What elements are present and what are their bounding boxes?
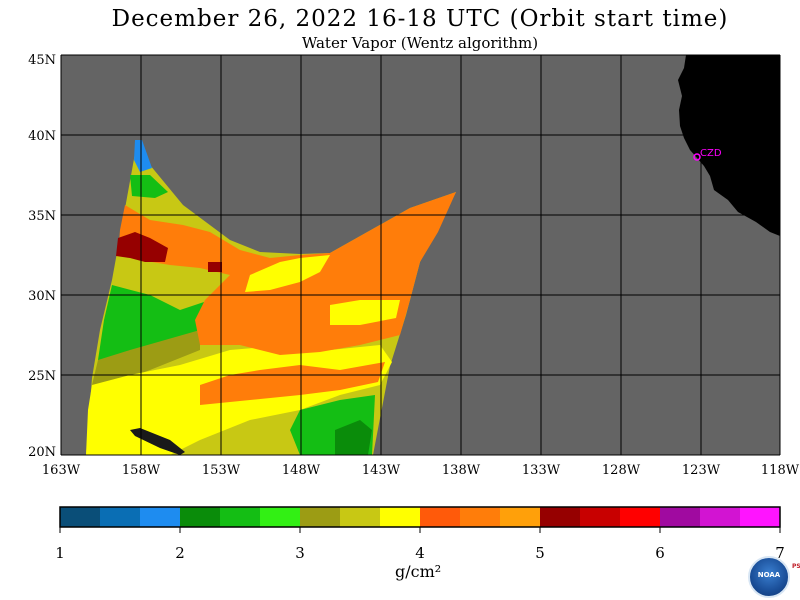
swath-green-north <box>130 175 168 198</box>
colorbar-tick-7: 7 <box>775 544 785 562</box>
colorbar-units: g/cm² <box>395 562 442 581</box>
colorbar-swatch <box>300 507 341 527</box>
lon-label-143w: 143W <box>362 463 401 478</box>
lon-label-128w: 128W <box>602 463 641 478</box>
graticule <box>60 54 781 456</box>
lat-label-45n: 45N <box>28 53 56 68</box>
colorbar-swatch <box>100 507 141 527</box>
swath-yellow-streak <box>245 255 330 292</box>
colorbar-swatch <box>340 507 381 527</box>
lon-label-118w: 118W <box>761 463 800 478</box>
swath-orange-south <box>200 362 385 405</box>
swath-blue-tip <box>134 140 152 172</box>
colorbar-swatch <box>260 507 301 527</box>
swath-dark-red <box>116 232 168 262</box>
swath-olive-band <box>92 330 200 385</box>
colorbar-tick-6: 6 <box>655 544 665 562</box>
lat-label-20n: 20N <box>28 445 56 460</box>
colorbar-swatch <box>540 507 581 527</box>
lon-label-138w: 138W <box>442 463 481 478</box>
swath-yellow-mid <box>330 300 400 325</box>
colorbar-swatch <box>140 507 181 527</box>
colorbar-swatch <box>380 507 421 527</box>
colorbar-tick-5: 5 <box>535 544 545 562</box>
colorbar-swatch <box>60 507 101 527</box>
colorbar-swatch <box>700 507 741 527</box>
colorbar-tick-4: 4 <box>415 544 425 562</box>
swath-green-west <box>98 285 210 360</box>
swath-black-island-strip <box>130 428 185 455</box>
colorbar-swatch <box>220 507 261 527</box>
lon-label-133w: 133W <box>522 463 561 478</box>
map-title: December 26, 2022 16-18 UTC (Orbit start… <box>111 6 729 32</box>
colorbar-swatch <box>420 507 461 527</box>
land-mass <box>678 55 780 236</box>
colorbar-swatch <box>180 507 221 527</box>
colorbar-swatch <box>660 507 701 527</box>
lon-label-153w: 153W <box>202 463 241 478</box>
colorbar-swatch <box>740 507 781 527</box>
colorbar <box>60 507 781 527</box>
colorbar-swatch <box>460 507 501 527</box>
station-marker: CZD <box>693 148 722 161</box>
map-subtitle: Water Vapor (Wentz algorithm) <box>301 34 539 52</box>
colorbar-tick-3: 3 <box>295 544 305 562</box>
colorbar-ticks <box>59 527 781 533</box>
lat-label-35n: 35N <box>28 209 56 224</box>
station-dot <box>693 153 701 161</box>
noaa-logo-text: NOAA <box>757 571 781 579</box>
swath-darkgreen-southeast <box>335 420 372 455</box>
noaa-logo: NOAA <box>748 556 790 598</box>
colorbar-swatch <box>500 507 541 527</box>
psl-logo-text: PSL <box>792 563 800 570</box>
swath-red-spot <box>208 262 222 272</box>
lon-label-163w: 163W <box>42 463 81 478</box>
lon-label-158w: 158W <box>122 463 161 478</box>
colorbar-swatch <box>620 507 661 527</box>
station-label: CZD <box>700 148 722 159</box>
colorbar-swatch <box>580 507 621 527</box>
colorbar-tick-2: 2 <box>175 544 185 562</box>
lat-labels: 45N 40N 35N 30N 25N 20N <box>28 53 56 460</box>
colorbar-tick-1: 1 <box>55 544 65 562</box>
lat-label-30n: 30N <box>28 289 56 304</box>
swath <box>86 140 456 455</box>
lon-label-123w: 123W <box>682 463 721 478</box>
lat-label-25n: 25N <box>28 369 56 384</box>
lon-labels: 163W 158W 153W 148W 143W 138W 133W 128W … <box>42 463 800 478</box>
lon-label-148w: 148W <box>282 463 321 478</box>
lat-label-40n: 40N <box>28 129 56 144</box>
